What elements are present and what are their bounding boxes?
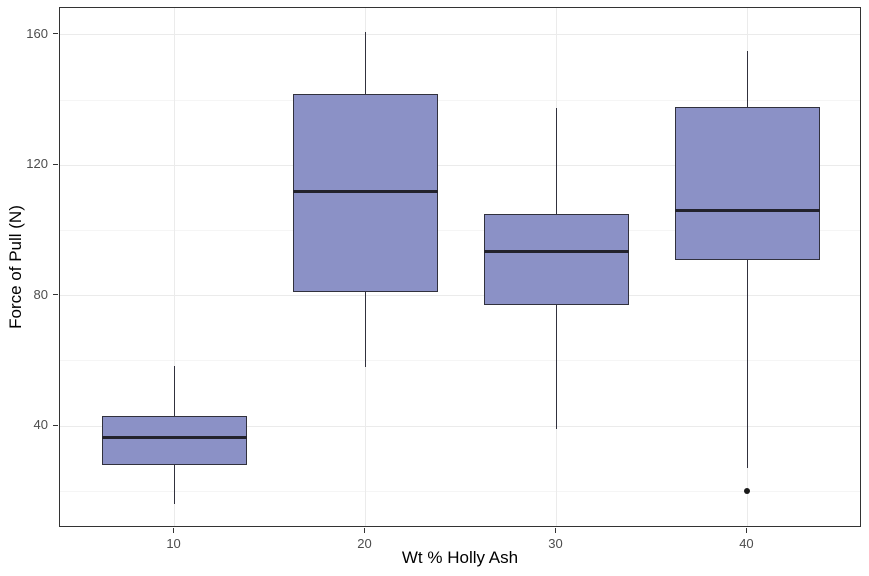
y-tick-mark-120 [53, 163, 58, 165]
gridline-major-y-120 [60, 164, 860, 166]
x-tick-mark-20 [364, 528, 366, 533]
x-tick-label-40: 40 [739, 536, 754, 551]
x-tick-mark-10 [173, 528, 175, 533]
whisker-upper-20 [364, 31, 367, 94]
x-tick-label-30: 30 [548, 536, 563, 551]
y-tick-label-160: 160 [26, 25, 48, 41]
y-tick-label-80: 80 [33, 286, 48, 302]
box-20 [293, 93, 439, 293]
median-40 [674, 209, 820, 213]
box-10 [102, 416, 248, 466]
gridline-minor-y-60 [60, 360, 860, 362]
gridline-minor-y-140 [60, 99, 860, 101]
gridline-major-x-10 [174, 8, 176, 526]
x-axis-title: Wt % Holly Ash [401, 548, 519, 567]
y-tick-mark-160 [53, 33, 58, 35]
box-30 [483, 214, 629, 306]
box-40 [674, 106, 820, 260]
y-tick-label-40: 40 [33, 417, 48, 433]
y-axis-title: Force of Pull (N) [6, 205, 25, 329]
whisker-lower-30 [555, 305, 558, 430]
whisker-lower-20 [364, 292, 367, 368]
gridline-major-y-160 [60, 34, 860, 36]
whisker-lower-10 [173, 465, 176, 505]
gridline-minor-y-100 [60, 230, 860, 231]
x-tick-label-20: 20 [357, 536, 372, 551]
y-tick-mark-80 [53, 294, 58, 296]
x-tick-mark-30 [554, 528, 556, 533]
whisker-upper-30 [555, 108, 558, 215]
x-tick-label-10: 10 [166, 536, 181, 551]
outlier-point-40-0 [744, 488, 751, 495]
gridline-major-y-40 [60, 425, 860, 427]
whisker-lower-40 [746, 259, 749, 469]
plot-panel [59, 7, 861, 527]
whisker-upper-10 [173, 365, 176, 417]
median-30 [483, 250, 629, 254]
median-20 [293, 189, 439, 193]
whisker-upper-40 [746, 51, 749, 107]
gridline-major-y-80 [60, 295, 860, 297]
y-tick-mark-40 [53, 424, 58, 426]
y-tick-label-120: 120 [26, 156, 48, 172]
x-tick-mark-40 [745, 528, 747, 533]
gridline-minor-y-20 [60, 490, 860, 492]
median-10 [102, 436, 248, 440]
